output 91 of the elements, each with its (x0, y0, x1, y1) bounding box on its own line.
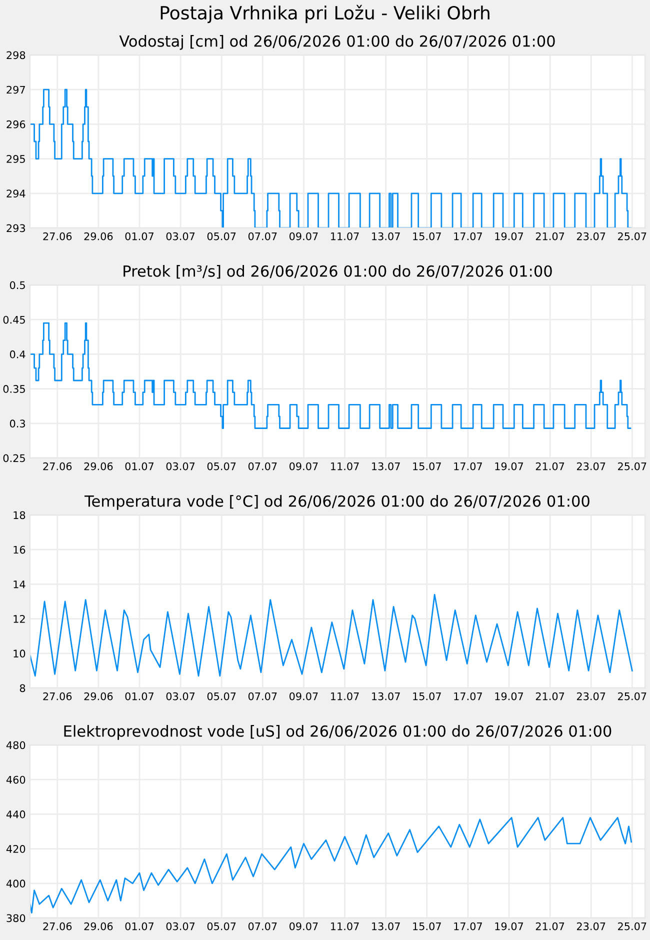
y-tick-label: 16 (14, 546, 26, 554)
y-tick-label: 14 (14, 580, 26, 588)
x-tick-label: 15.07 (413, 692, 441, 700)
y-tick-label: 18 (14, 511, 26, 520)
y-tick-label: 8 (20, 684, 26, 692)
line-series (30, 816, 632, 914)
x-tick-label: 27.06 (43, 922, 72, 930)
y-tick-label: 297 (6, 86, 25, 94)
x-tick-label: 11.07 (331, 462, 359, 470)
y-tick-label: 0.45 (3, 316, 25, 324)
x-tick-label: 27.06 (43, 462, 72, 470)
chart-title: Temperatura vode [°C] od 26/06/2026 01:00 do 26/07/2026 01:00 (84, 495, 590, 510)
x-tick-label: 13.07 (372, 922, 400, 930)
x-tick-label: 09.07 (289, 462, 318, 470)
x-tick-label: 19.07 (495, 232, 524, 240)
x-tick-label: 05.07 (207, 692, 236, 700)
y-tick-label: 0.5 (10, 281, 25, 290)
x-tick-label: 07.07 (248, 692, 277, 700)
x-tick-label: 01.07 (125, 462, 154, 470)
x-tick-label: 03.07 (166, 692, 195, 700)
x-tick-label: 17.07 (454, 462, 482, 470)
x-tick-label: 05.07 (207, 462, 236, 470)
x-tick-label: 21.07 (536, 922, 564, 930)
x-tick-label: 27.06 (43, 232, 72, 240)
x-tick-label: 21.07 (536, 462, 564, 470)
x-tick-label: 13.07 (372, 232, 400, 240)
y-tick-label: 440 (6, 810, 26, 818)
x-tick-label: 25.07 (618, 692, 646, 700)
x-tick-label: 07.07 (248, 232, 277, 240)
x-tick-label: 25.07 (618, 922, 646, 930)
y-tick-label: 12 (14, 615, 25, 623)
x-tick-label: 03.07 (166, 462, 195, 470)
x-tick-label: 11.07 (331, 922, 359, 930)
y-tick-label: 298 (6, 51, 26, 60)
chart-title: Elektroprevodnost vode [uS] od 26/06/2026 01:00 do 26/07/2026 01:00 (64, 725, 612, 740)
x-tick-label: 09.07 (289, 922, 318, 930)
y-tick-label: 400 (6, 880, 26, 888)
x-tick-label: 29.06 (84, 692, 113, 700)
x-tick-label: 23.07 (576, 922, 606, 930)
x-tick-label: 29.06 (84, 922, 113, 930)
y-tick-label: 294 (6, 190, 26, 198)
x-tick-label: 11.07 (331, 232, 359, 240)
x-tick-label: 05.07 (207, 922, 236, 930)
x-tick-label: 19.07 (495, 692, 524, 700)
chart-title: Pretok [m³/s] od 26/06/2026 01:00 do 26/07/2026 01:00 (124, 265, 552, 279)
x-tick-label: 07.07 (248, 922, 277, 930)
y-tick-label: 380 (6, 914, 26, 922)
x-tick-label: 05.07 (207, 232, 236, 240)
x-tick-label: 21.07 (536, 232, 564, 240)
y-tick-label: 296 (6, 120, 26, 128)
y-tick-label: 10 (14, 650, 26, 658)
y-tick-label: 0.3 (10, 420, 25, 428)
x-tick-label: 27.06 (43, 692, 72, 700)
y-tick-label: 293 (6, 224, 25, 232)
x-tick-label: 01.07 (125, 692, 154, 700)
x-tick-label: 11.07 (331, 692, 359, 700)
x-tick-label: 01.07 (125, 922, 154, 930)
x-tick-label: 23.07 (576, 462, 606, 470)
x-tick-label: 21.07 (536, 692, 564, 700)
x-tick-label: 15.07 (413, 232, 441, 240)
y-tick-label: 0.35 (3, 385, 25, 393)
x-tick-label: 03.07 (166, 922, 195, 930)
line-series (30, 594, 633, 677)
y-tick-label: 0.4 (10, 350, 26, 358)
x-tick-label: 07.07 (248, 462, 277, 470)
x-tick-label: 15.07 (413, 922, 441, 930)
x-tick-label: 17.07 (454, 232, 482, 240)
y-tick-label: 0.25 (3, 454, 25, 462)
chart-title: Postaja Vrhnika pri Ložu - Veliki Obrh (160, 4, 490, 24)
x-tick-label: 17.07 (454, 692, 482, 700)
x-tick-label: 09.07 (289, 232, 318, 240)
x-tick-label: 29.06 (84, 462, 113, 470)
y-tick-label: 295 (6, 155, 25, 163)
x-tick-label: 03.07 (166, 232, 195, 240)
x-tick-label: 13.07 (372, 462, 400, 470)
x-tick-label: 15.07 (413, 462, 441, 470)
x-tick-label: 23.07 (576, 232, 606, 240)
y-tick-label: 420 (6, 845, 26, 853)
y-tick-label: 480 (6, 741, 26, 750)
x-tick-label: 19.07 (495, 922, 524, 930)
x-tick-label: 17.07 (454, 922, 482, 930)
x-tick-label: 29.06 (84, 232, 113, 240)
x-tick-label: 25.07 (618, 462, 646, 470)
x-tick-label: 01.07 (125, 232, 154, 240)
x-tick-label: 13.07 (372, 692, 400, 700)
x-tick-label: 23.07 (576, 692, 606, 700)
x-tick-label: 19.07 (495, 462, 524, 470)
x-tick-label: 25.07 (618, 232, 646, 240)
x-tick-label: 09.07 (289, 692, 318, 700)
y-tick-label: 460 (6, 776, 26, 784)
chart-subtitle: Vodostaj [cm] od 26/06/2026 01:00 do 26/07/2026 01:00 (119, 35, 555, 50)
